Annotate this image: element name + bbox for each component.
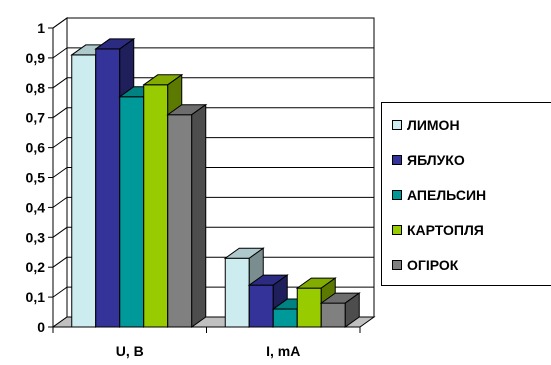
- legend-label-4: КАРТОПЛЯ: [407, 222, 484, 238]
- y-tick-label: 0,5: [26, 170, 46, 186]
- gridline-side: [52, 17, 68, 29]
- bar: [319, 292, 361, 328]
- bar-side: [344, 292, 360, 328]
- gridline-side: [52, 167, 68, 178]
- gridline-side: [52, 137, 68, 149]
- y-tick-label: 0,2: [26, 259, 46, 275]
- legend-label-3: АПЕЛЬСИН: [407, 187, 487, 203]
- gridline-side: [52, 226, 68, 238]
- bar-front: [272, 308, 298, 328]
- legend-swatch-2: [392, 155, 402, 165]
- legend-item-2: ЯБЛУКО: [392, 150, 465, 170]
- bar-front: [248, 284, 274, 328]
- legend: ЛИМОН ЯБЛУКО АПЕЛЬСИН КАРТОПЛЯ ОГІРОК: [381, 102, 551, 286]
- y-tick-label: 0,4: [26, 199, 46, 215]
- gridline-side: [52, 47, 68, 59]
- bars: [70, 37, 361, 328]
- x-category-labels: U, B I, mA: [116, 343, 301, 359]
- legend-swatch-5: [392, 260, 402, 270]
- gridline-side: [52, 107, 68, 119]
- bar-side: [191, 103, 207, 328]
- gridline-side: [52, 256, 68, 268]
- y-tick-label: 0,8: [26, 80, 46, 96]
- legend-label-1: ЛИМОН: [407, 117, 460, 133]
- legend-item-4: КАРТОПЛЯ: [392, 220, 484, 240]
- bar-front: [224, 257, 250, 328]
- gridline-side: [52, 196, 68, 208]
- x-category-label: U, B: [116, 343, 144, 359]
- bar-front: [296, 287, 322, 328]
- legend-item-1: ЛИМОН: [392, 115, 460, 135]
- y-tick-label: 0,9: [26, 50, 46, 66]
- y-tick-label: 0,7: [26, 110, 46, 126]
- y-tick-label: 0,3: [26, 229, 46, 245]
- legend-swatch-3: [392, 190, 402, 200]
- bar-front: [95, 48, 121, 328]
- legend-label-2: ЯБЛУКО: [407, 152, 465, 168]
- bar-front: [167, 114, 193, 328]
- y-tick-label: 0,1: [26, 289, 46, 305]
- gridline-side: [52, 286, 68, 298]
- legend-swatch-4: [392, 225, 402, 235]
- bar-front: [143, 84, 169, 328]
- y-tick-label: 1: [37, 20, 45, 36]
- bar-front: [119, 96, 145, 328]
- y-tick-label: 0: [37, 319, 45, 335]
- y-tick-labels: 0 0,1 0,2 0,3 0,4 0,5 0,6 0,7 0,8 0,9 1: [26, 20, 46, 335]
- x-category-label: I, mA: [266, 343, 300, 359]
- gridline-side: [52, 77, 68, 89]
- legend-swatch-1: [392, 120, 402, 130]
- legend-item-3: АПЕЛЬСИН: [392, 185, 486, 205]
- y-tick-label: 0,6: [26, 140, 46, 156]
- bar: [166, 103, 208, 328]
- bar-front: [320, 302, 346, 328]
- legend-label-5: ОГІРОК: [407, 257, 459, 273]
- bar-front: [71, 54, 97, 328]
- legend-item-5: ОГІРОК: [392, 255, 458, 275]
